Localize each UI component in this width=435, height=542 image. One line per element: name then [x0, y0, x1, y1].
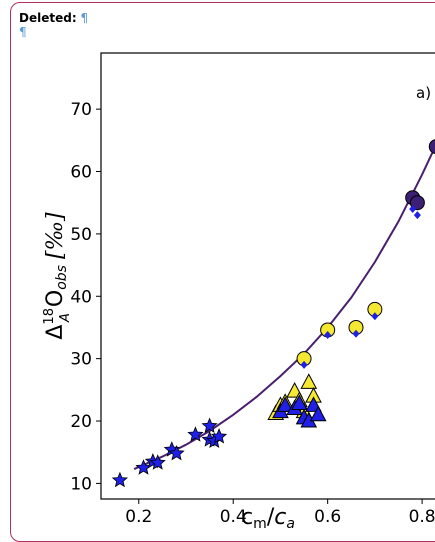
y-tick-label: 60: [70, 163, 92, 183]
star-marker: [168, 444, 185, 461]
triangle-marker: [290, 394, 308, 411]
y-tick-label: 40: [70, 287, 92, 307]
y-tick-label: 10: [70, 474, 92, 494]
y-label-delta: Δ: [43, 325, 68, 340]
diamond-marker: [409, 204, 417, 213]
x-label-slash: /: [267, 505, 275, 528]
diamond-marker: [352, 329, 360, 338]
svg-text:Δ18AOobs[‰]: Δ18AOobs [‰]: [42, 212, 73, 340]
y-label-18: 18: [42, 308, 57, 325]
triangle-marker: [276, 396, 294, 412]
x-tick-label: 0.8: [409, 507, 435, 527]
x-label-a: a: [286, 516, 295, 528]
fit-curve: [133, 144, 435, 471]
y-label-obs: obs: [54, 265, 70, 290]
diamond-marker: [371, 312, 379, 321]
paragraph-mark-2: ¶: [19, 25, 27, 39]
x-label-c: c: [241, 505, 253, 528]
star-marker: [149, 454, 166, 470]
y-label-O: O: [43, 290, 68, 307]
deleted-comment-balloon[interactable]: Deleted: ¶ ¶: [10, 2, 435, 542]
diamond-marker: [324, 330, 332, 339]
circle-marker: [428, 139, 435, 154]
y-tick-label: 70: [70, 100, 92, 120]
star-marker: [210, 428, 228, 444]
panel-label: a): [416, 84, 431, 102]
plot-frame: [100, 52, 435, 500]
y-axis-ticks: 10 20 30 40 50 60 70: [70, 100, 101, 494]
paragraph-mark: ¶: [80, 11, 89, 25]
circle-marker: [409, 195, 425, 211]
star-marker: [187, 426, 204, 442]
y-axis-label: Δ18AOobs [‰]: [42, 212, 73, 340]
y-tick-label: 30: [70, 350, 92, 370]
x-tick-label: 0.4: [220, 507, 247, 527]
y-tick-label: 20: [70, 412, 92, 432]
triangle-marker: [300, 373, 318, 389]
x-axis-ticks: 0.2 0.4 0.6 0.8: [125, 499, 435, 527]
x-label-ca: c: [274, 505, 286, 528]
triangle-marker: [309, 405, 327, 422]
star-marker: [111, 471, 129, 488]
diamond-marker: [300, 360, 308, 369]
y-tick-label: 50: [70, 225, 92, 245]
x-tick-label: 0.6: [314, 507, 341, 527]
diamond-marker: [413, 211, 421, 220]
y-label-A: A: [58, 313, 73, 323]
y-label-unit: [‰]: [43, 212, 68, 259]
data-points: [111, 139, 435, 488]
x-label-m: m: [253, 516, 267, 528]
balloon-header: Deleted: ¶: [19, 11, 88, 25]
star-marker: [201, 417, 218, 433]
deleted-label: Deleted:: [19, 11, 77, 25]
x-tick-label: 0.2: [125, 507, 152, 527]
x-axis-label: cm/ca: [241, 505, 295, 528]
